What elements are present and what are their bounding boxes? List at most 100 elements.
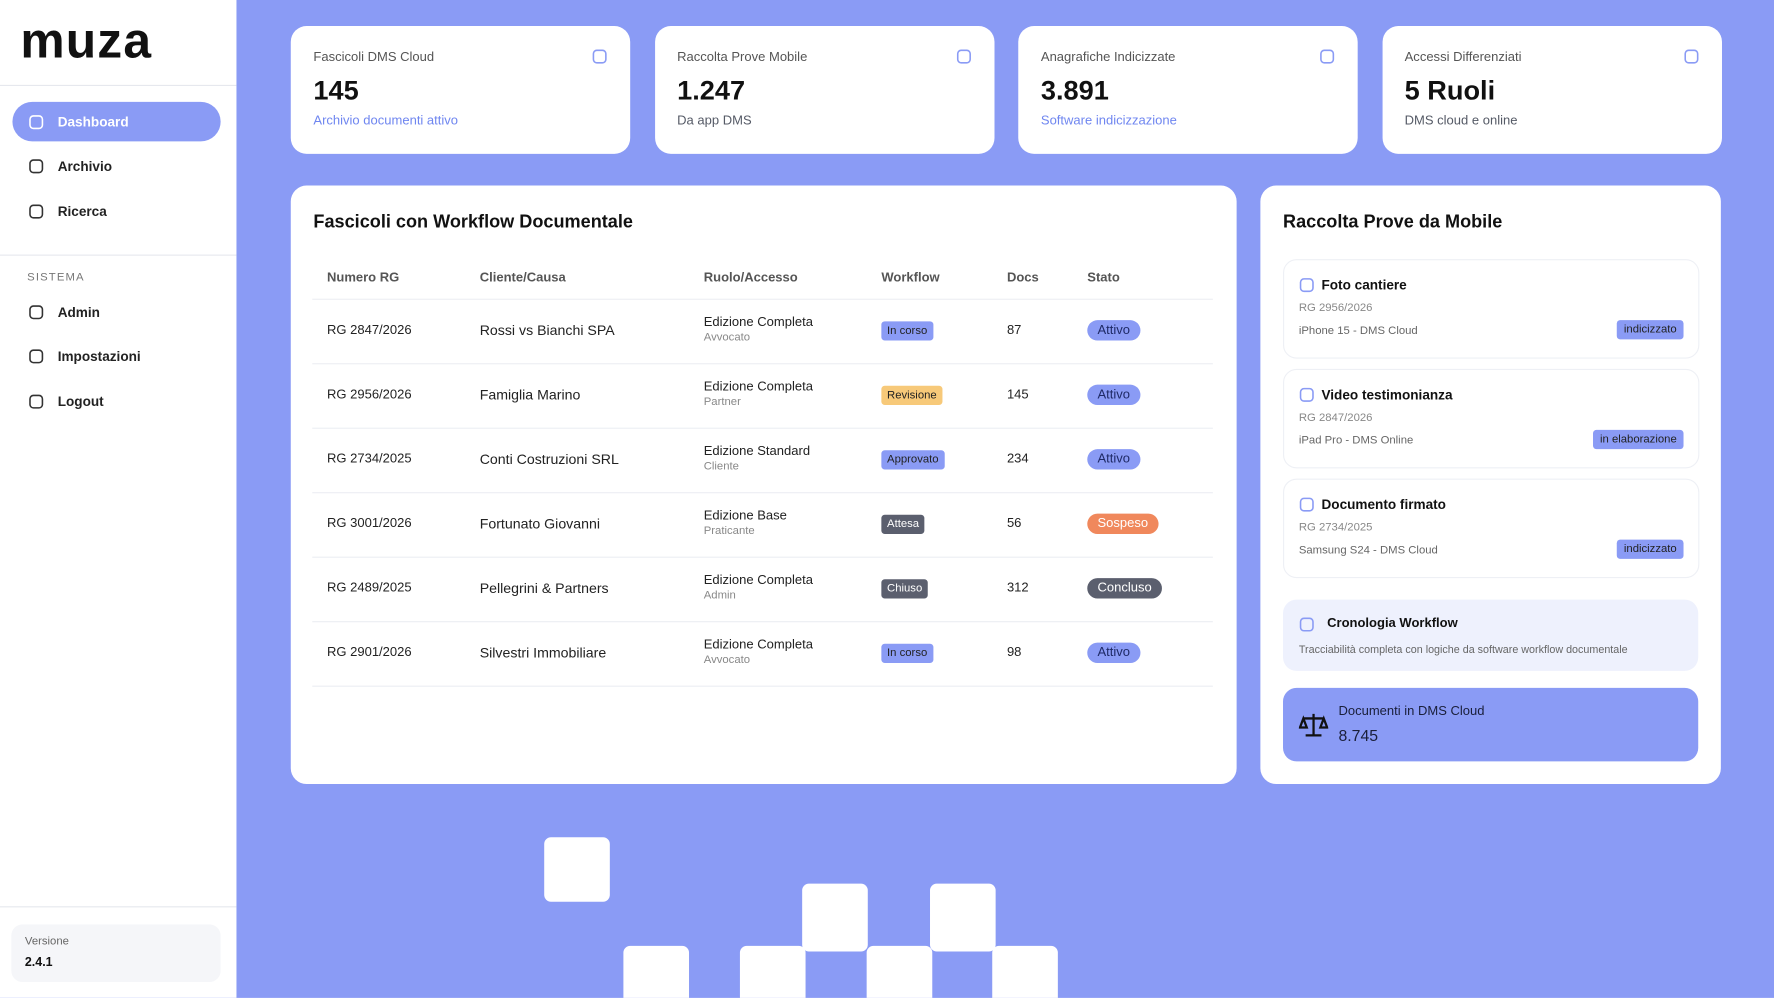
decor: [544, 837, 610, 902]
status-pill: Attivo: [1087, 449, 1141, 470]
column-header: Numero RG: [326, 271, 400, 286]
evidence-item[interactable]: Documento firmato RG 2734/2025 Samsung S24…: [1283, 478, 1700, 579]
stat-note: Software indicizzazione: [1040, 114, 1177, 128]
icon: [29, 114, 44, 129]
cell-docs: 145: [1006, 388, 1029, 402]
stat-card: Fascicoli DMS Cloud 145 Archivio documenti…: [290, 26, 631, 154]
status-pill: Sospeso: [1087, 513, 1159, 535]
cell-role: Edizione Completa Avvocato: [704, 638, 813, 666]
stat-note: Archivio documenti attivo: [313, 114, 459, 128]
workflow-badge: In corso: [881, 643, 933, 664]
stat-note: Da app DMS: [677, 114, 752, 128]
nav-item[interactable]: Logout: [12, 381, 220, 421]
nav-item[interactable]: Admin: [12, 292, 220, 332]
icon: [1320, 49, 1335, 64]
logo: muza: [20, 13, 153, 70]
role: Edizione Completa: [703, 315, 813, 330]
role-sub: Partner: [703, 395, 741, 409]
cell-role: Edizione Completa Admin: [704, 574, 813, 602]
nav-label: Ricerca: [57, 203, 107, 219]
cell-client: Conti Costruzioni SRL: [479, 451, 619, 468]
cell-rg: RG 2847/2026: [326, 323, 412, 338]
icon: [29, 349, 44, 364]
dms-value: 8.745: [1338, 726, 1379, 745]
row-divider: [312, 556, 1213, 558]
item-rg: RG 2847/2026: [1298, 411, 1373, 425]
cell-client: Silvestri Immobiliare: [479, 644, 607, 661]
row-divider: [312, 427, 1213, 429]
item-device: iPad Pro - DMS Online: [1298, 434, 1414, 447]
decor: [866, 945, 933, 998]
cell-docs: 87: [1006, 323, 1022, 338]
column-header: Docs: [1006, 271, 1039, 286]
evidence-item[interactable]: Video testimonianza RG 2847/2026 iPad Pro …: [1283, 368, 1700, 469]
icon: [956, 49, 971, 64]
nav-item[interactable]: Impostazioni: [12, 337, 220, 377]
nav-label: Impostazioni: [57, 348, 141, 365]
mobile-card: Raccolta Prove da Mobile Foto cantiere RG …: [1260, 185, 1721, 785]
status-pill: Attivo: [1087, 642, 1141, 664]
divider: [0, 906, 237, 908]
nav-item[interactable]: Archivio: [12, 147, 220, 187]
workflow-badge: Attesa: [881, 514, 925, 535]
column-header: Ruolo/Accesso: [703, 271, 798, 286]
icon: [29, 394, 44, 409]
decor: [739, 945, 806, 998]
cell-role: Edizione Standard Cliente: [704, 445, 810, 473]
status-pill: Concluso: [1087, 578, 1162, 599]
decor: [930, 883, 996, 952]
stat-value: 145: [313, 75, 359, 107]
row-divider: [312, 621, 1213, 623]
stat-label: Raccolta Prove Mobile: [677, 50, 808, 65]
stat-label: Fascicoli DMS Cloud: [313, 50, 435, 65]
icon: [29, 159, 44, 174]
stat-value: 5 Ruoli: [1404, 75, 1496, 107]
cell-role: Edizione Base Praticante: [704, 509, 787, 537]
column-header: Cliente/Causa: [479, 271, 566, 286]
row-divider: [312, 298, 1213, 300]
workflow-badge: In corso: [881, 321, 933, 341]
icon: [592, 49, 607, 64]
workflow-title: Cronologia Workflow: [1327, 616, 1458, 631]
evidence-item[interactable]: Foto cantiere RG 2956/2026 iPhone 15 - DMS…: [1283, 259, 1700, 359]
role: Edizione Completa: [703, 380, 813, 394]
row-divider: [312, 363, 1213, 365]
item-tag: in elaborazione: [1593, 429, 1684, 450]
cell-client: Pellegrini & Partners: [479, 580, 609, 597]
workflow-text: Tracciabilità completa con logiche da so…: [1298, 643, 1628, 657]
cell-client: Rossi vs Bianchi SPA: [479, 322, 615, 339]
role: Edizione Base: [703, 509, 787, 523]
cell-rg: RG 2901/2026: [326, 646, 412, 660]
role: Edizione Standard: [703, 444, 811, 459]
workflow-badge: Chiuso: [881, 579, 928, 599]
stat-card: Accessi Differenziati 5 Ruoli DMS cloud e …: [1382, 26, 1722, 154]
status-pill: Attivo: [1087, 384, 1141, 406]
role: Edizione Completa: [703, 573, 813, 588]
mobile-title: Raccolta Prove da Mobile: [1283, 212, 1503, 232]
row-divider: [312, 685, 1213, 687]
scale-icon: [1298, 713, 1329, 737]
item-tag: indicizzato: [1617, 320, 1684, 340]
icon: [29, 203, 44, 219]
role-sub: Avvocato: [703, 331, 751, 344]
item-title: Video testimonianza: [1321, 386, 1453, 403]
cell-client: Fortunato Giovanni: [479, 515, 600, 532]
divider: [0, 84, 237, 86]
nav-item[interactable]: Dashboard: [12, 101, 221, 142]
workflow-badge: Revisione: [881, 385, 943, 406]
nav-item[interactable]: Ricerca: [12, 191, 220, 231]
icon: [29, 304, 44, 319]
dms-card: Documenti in DMS Cloud 8.745: [1283, 687, 1699, 762]
stat-label: Accessi Differenziati: [1404, 50, 1522, 65]
nav-label: Logout: [57, 393, 104, 410]
cell-rg: RG 2956/2026: [326, 388, 412, 402]
role-sub: Avvocato: [703, 653, 751, 667]
stat-card: Anagrafiche Indicizzate 3.891 Software ind…: [1018, 26, 1358, 154]
workflow-card: Cronologia Workflow Tracciabilità complet…: [1283, 599, 1699, 671]
decor: [802, 883, 868, 952]
role-sub: Cliente: [703, 460, 739, 473]
row-divider: [312, 492, 1213, 494]
cell-docs: 312: [1006, 581, 1029, 596]
icon: [1683, 49, 1698, 64]
cell-rg: RG 2489/2025: [326, 581, 412, 596]
